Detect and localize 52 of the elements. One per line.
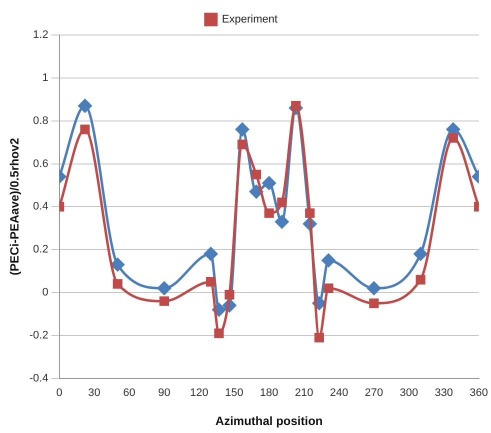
x-tick-label: 120	[190, 387, 208, 400]
point	[314, 332, 324, 342]
point	[251, 170, 262, 180]
x-tick-label: 150	[224, 387, 244, 400]
point	[112, 279, 122, 289]
point	[262, 176, 276, 190]
point	[157, 282, 171, 296]
y-tick-label: 0	[42, 286, 48, 299]
point	[110, 258, 124, 272]
y-tick-label: 0.8	[33, 114, 48, 127]
point	[416, 274, 426, 284]
legend-label: Experiment	[222, 14, 278, 26]
point	[305, 208, 315, 218]
point	[238, 140, 248, 150]
point	[414, 247, 428, 261]
point	[277, 198, 287, 208]
y-tick-label: 1	[42, 72, 48, 84]
point	[78, 99, 92, 113]
point	[264, 208, 274, 218]
x-tick-label: 330	[434, 387, 454, 400]
y-tick-label: 0.4	[33, 200, 48, 213]
y-axis-title: (PECi-PEAave)/0.5rhov2	[8, 138, 22, 276]
y-tick-label: -0.4	[29, 372, 48, 384]
point	[80, 124, 90, 134]
point	[324, 283, 334, 294]
point	[224, 290, 234, 300]
point	[204, 247, 218, 261]
point	[236, 122, 250, 136]
x-tick-label: 360	[470, 387, 488, 400]
point	[369, 298, 379, 308]
x-tick-label: 60	[123, 387, 136, 400]
x-tick-label: 240	[330, 387, 348, 400]
x-axis-title: Azimuthal position	[215, 414, 323, 428]
point	[322, 254, 336, 268]
x-tick-label: 30	[88, 387, 100, 400]
point	[367, 282, 381, 296]
y-tick-label: 0.2	[33, 244, 48, 256]
point	[159, 296, 170, 306]
y-tick-label: 0.6	[33, 158, 48, 170]
point	[214, 328, 224, 338]
y-tick-label: -0.2	[29, 330, 48, 342]
x-tick-label: 300	[400, 387, 418, 400]
point	[275, 214, 289, 228]
y-tick-label: 1.2	[33, 29, 48, 42]
point	[250, 184, 264, 198]
x-tick-label: 90	[158, 387, 170, 400]
x-tick-label: 210	[294, 387, 314, 400]
x-tick-label: 270	[364, 387, 384, 400]
point	[448, 133, 458, 143]
x-tick-label: 0	[56, 387, 62, 400]
x-tick-label: 180	[260, 387, 278, 400]
point	[206, 277, 216, 287]
